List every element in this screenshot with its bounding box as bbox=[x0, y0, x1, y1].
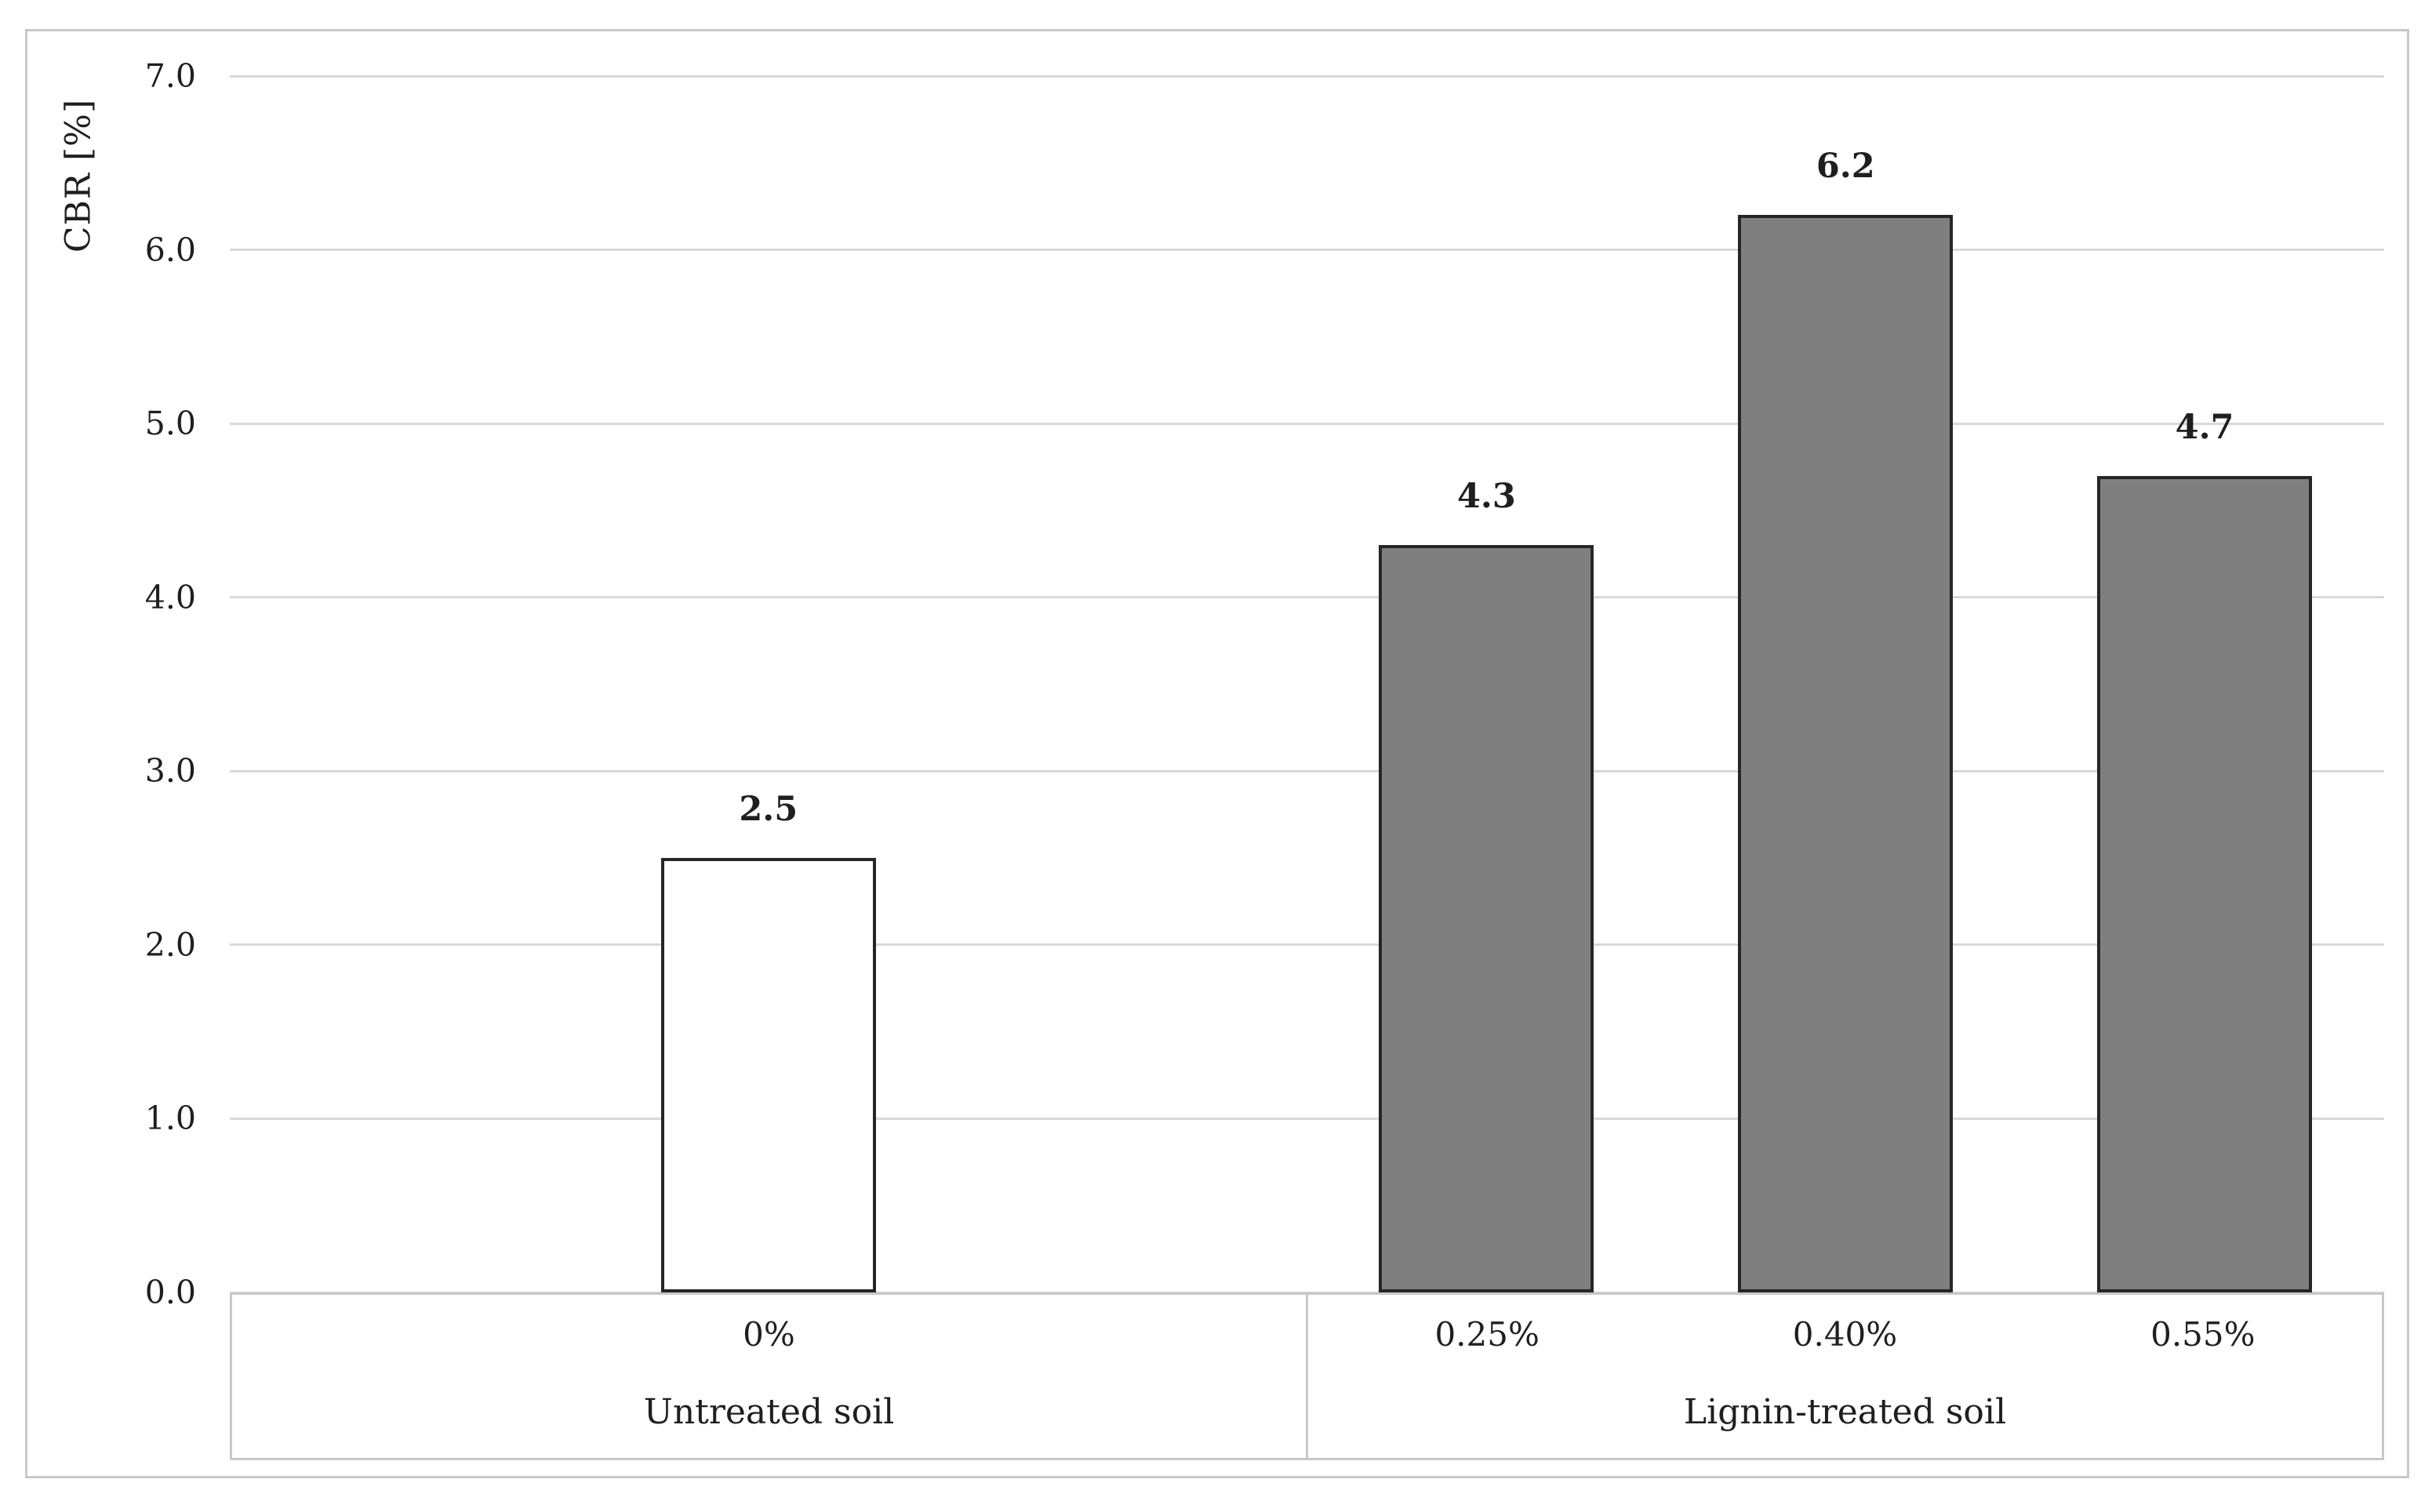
category-label: 0.55% bbox=[2150, 1314, 2256, 1354]
bar-0.25% bbox=[1379, 545, 1594, 1292]
y-tick-label: 7.0 bbox=[144, 57, 196, 95]
bar-value-label: 6.2 bbox=[1816, 147, 1875, 187]
y-tick-label: 3.0 bbox=[144, 752, 196, 791]
y-tick-label: 6.0 bbox=[144, 231, 196, 269]
y-tick-label: 1.0 bbox=[144, 1099, 196, 1138]
axis-group-1: 0.25% 0.40% 0.55% Lignin-treated soil bbox=[1306, 1295, 2382, 1458]
category-label: 0.40% bbox=[1792, 1314, 1898, 1354]
category-label: 0% bbox=[743, 1314, 795, 1354]
figure-border bbox=[25, 29, 2409, 1478]
y-tick-label: 2.0 bbox=[144, 925, 196, 964]
bar-value-label: 4.3 bbox=[1457, 477, 1516, 517]
gridline bbox=[230, 943, 2384, 947]
category-row: 0% bbox=[232, 1295, 1306, 1373]
gridline bbox=[230, 1117, 2384, 1120]
axis-group-0: 0% Untreated soil bbox=[232, 1295, 1306, 1458]
gridline bbox=[230, 75, 2384, 78]
bar-value-label: 2.5 bbox=[739, 790, 798, 830]
y-tick-label: 4.0 bbox=[144, 578, 196, 616]
bar-0.40% bbox=[1738, 215, 1954, 1292]
gridline bbox=[230, 596, 2384, 599]
gridline bbox=[230, 422, 2384, 425]
gridline bbox=[230, 249, 2384, 252]
bar-0.55% bbox=[2097, 475, 2313, 1292]
y-tick-label: 5.0 bbox=[144, 405, 196, 443]
group-label: Untreated soil bbox=[643, 1391, 895, 1432]
gridline bbox=[230, 769, 2384, 772]
x-axis-label-area: 0% Untreated soil 0.25% 0.40% 0.55% Lignin-tr… bbox=[230, 1292, 2384, 1460]
category-label: 0.25% bbox=[1434, 1314, 1540, 1354]
bar-0% bbox=[660, 858, 876, 1292]
bar-value-label: 4.7 bbox=[2175, 407, 2234, 447]
y-tick-label: 0.0 bbox=[144, 1274, 196, 1311]
category-row: 0.25% 0.40% 0.55% bbox=[1308, 1295, 2382, 1373]
group-label: Lignin-treated soil bbox=[1683, 1391, 2007, 1432]
